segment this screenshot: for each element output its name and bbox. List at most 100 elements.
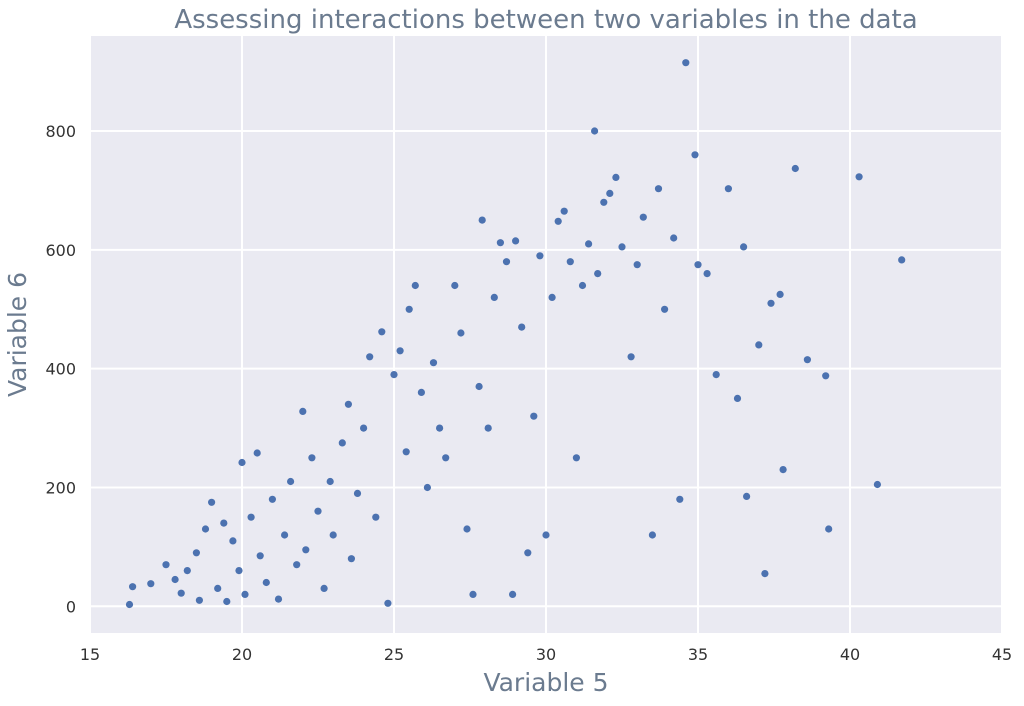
data-point [220,519,228,527]
data-point [712,371,720,379]
data-point [287,477,295,486]
data-point [612,173,620,181]
data-point [524,549,532,557]
data-point [253,449,261,457]
data-point [484,424,492,432]
data-point [390,371,398,379]
x-tick-label: 15 [80,645,100,664]
x-tick-labels: 15 20 25 30 35 40 45 [80,645,1012,664]
data-point [639,213,647,221]
y-tick-label: 400 [45,360,76,379]
data-point [241,590,249,599]
data-point [873,480,882,489]
data-point [542,531,550,539]
data-point [411,281,419,290]
y-tick-label: 200 [45,478,76,497]
data-point [530,412,538,420]
data-point [192,549,200,557]
data-point [274,595,283,603]
x-tick-label: 40 [840,645,860,664]
data-point [195,596,203,604]
data-point [502,258,511,266]
data-point [129,583,137,591]
data-point [661,305,669,313]
data-point [633,261,641,269]
data-point [442,454,450,462]
data-point [627,353,635,361]
data-point [405,305,413,313]
y-tick-label: 800 [45,122,76,141]
data-point [378,328,386,336]
data-point [691,151,699,159]
data-point [171,575,179,584]
data-point [572,454,581,462]
data-point [262,578,270,587]
data-point [320,584,328,593]
data-point [548,293,556,301]
data-point [733,394,742,402]
data-point [235,567,243,575]
data-point [183,567,191,575]
data-point [366,353,374,361]
data-point [451,281,459,290]
data-point [338,439,346,447]
data-point [560,207,568,215]
chart-title: Assessing interactions between two varia… [174,5,917,35]
data-point [554,217,562,225]
x-tick-label: 30 [536,645,556,664]
data-point [682,59,690,67]
data-point [779,466,787,474]
data-point [208,498,216,506]
data-point [457,329,465,337]
data-point [423,483,431,492]
data-point [308,454,316,462]
data-point [791,164,799,173]
data-points [125,59,906,609]
data-point [417,388,425,396]
data-point [578,281,587,290]
data-point [518,323,526,331]
data-point [594,270,602,278]
data-point [694,261,702,269]
data-point [360,424,368,432]
data-point [803,356,812,364]
data-point [347,555,355,563]
data-point [743,492,751,500]
data-point [293,561,301,569]
x-tick-label: 20 [232,645,252,664]
data-point [247,513,255,521]
y-tick-label: 0 [66,597,76,616]
data-point [724,185,733,193]
data-point [585,240,593,248]
data-point [703,270,711,278]
data-point [299,407,307,415]
data-point [147,580,155,588]
data-point [402,448,410,456]
data-point [511,237,520,245]
data-point [496,239,504,247]
data-point [508,590,517,599]
data-point [822,372,830,380]
data-point [740,243,748,251]
data-point [229,537,237,545]
data-point [654,185,663,193]
data-point [761,570,769,578]
data-point [238,458,246,467]
data-point [353,489,362,497]
data-point [214,584,222,593]
data-point [329,531,337,539]
data-point [606,189,614,197]
data-point [536,252,544,260]
data-point [177,589,185,597]
data-point [648,531,657,539]
x-tick-label: 35 [688,645,708,664]
data-point [372,513,380,521]
data-point [490,293,498,301]
data-point [314,507,322,515]
data-point [384,599,392,607]
data-point [566,258,574,266]
data-point [475,382,483,391]
data-point [855,173,863,181]
x-tick-label: 45 [992,645,1012,664]
